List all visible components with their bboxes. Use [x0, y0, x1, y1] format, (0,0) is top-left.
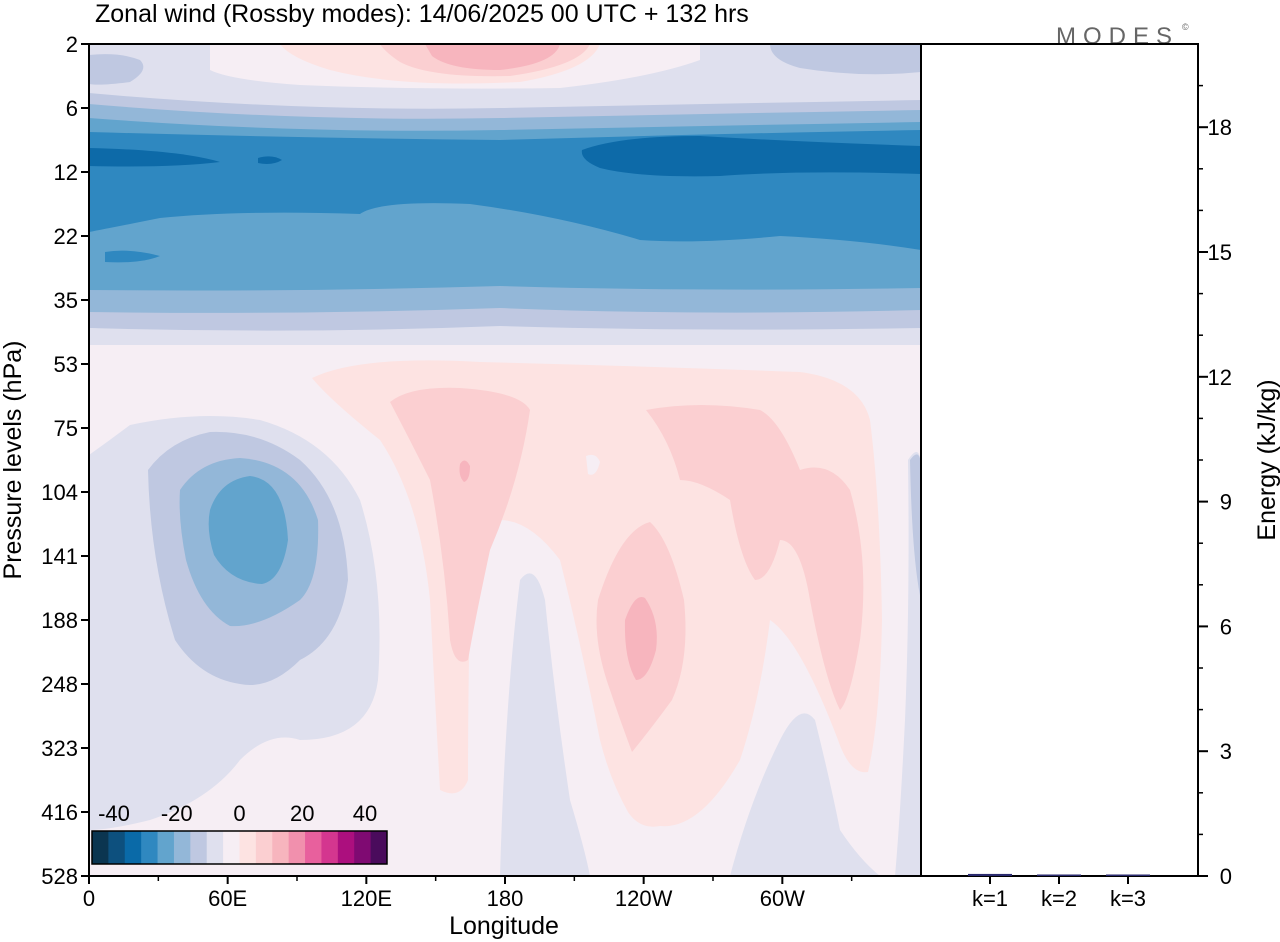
energy-tick-label: 9 [1220, 490, 1232, 515]
modes-logo-mark: © [1182, 22, 1189, 32]
colorbar-label: 40 [353, 801, 377, 826]
energy-bar [1106, 874, 1150, 876]
contour-band-very-strong-easterly-right [581, 136, 921, 177]
longitude-tick-label: 180 [487, 886, 524, 911]
pressure-tick-label: 12 [54, 160, 78, 185]
pressure-tick-label: 35 [54, 288, 78, 313]
longitude-axis-label: Longitude [449, 912, 559, 940]
colorbar-frame [91, 830, 388, 865]
colorbar-swatch [223, 831, 240, 864]
pressure-tick-label: 528 [41, 864, 78, 889]
contour-band-lower-moderate-easterly [208, 476, 288, 584]
contour-band-very-strong-easterly-left [89, 148, 220, 167]
pressure-axis-label: Pressure levels (hPa) [0, 341, 27, 580]
longitude-tick-label: 60W [760, 886, 805, 911]
colorbar-swatch [288, 831, 306, 864]
longitude-tick-label: 120W [615, 886, 673, 911]
colorbar-swatch [124, 831, 142, 864]
longitude-tick-label: 0 [83, 886, 95, 911]
longitude-tick-label: 60E [208, 886, 247, 911]
energy-tick-label: 15 [1208, 240, 1232, 265]
colorbar-label: 20 [290, 801, 314, 826]
pressure-tick-label: 188 [41, 608, 78, 633]
pressure-tick-label: 248 [41, 672, 78, 697]
contour-band-moderate-easterly-inner [118, 231, 278, 251]
energy-axis: 0 3 6 9 12 15 18 [1198, 84, 1232, 889]
colorbar-swatch [206, 831, 224, 864]
contour-band-lower-easterly-central [500, 573, 590, 876]
colorbar-swatch [305, 831, 322, 864]
colorbar-label: 0 [233, 801, 245, 826]
chart-title: Zonal wind (Rossby modes): 14/06/2025 00… [95, 0, 749, 28]
contour-band-westerly-gap [586, 454, 600, 475]
contour-band-lower-moderate-westerly-spot [459, 460, 470, 482]
energy-tick-label: 3 [1220, 739, 1232, 764]
colorbar-swatch [173, 831, 191, 864]
contour-band-top-right-easterly [770, 44, 921, 75]
colorbar-swatch [190, 831, 208, 864]
zonal-wind-contours [89, 44, 921, 876]
pressure-tick-label: 6 [66, 96, 78, 121]
contour-band-lower-moderate-westerly-center [624, 596, 657, 680]
longitude-tick-label: 120E [341, 886, 392, 911]
energy-category-label: k=3 [1110, 886, 1146, 911]
energy-category-label: k=2 [1041, 886, 1077, 911]
colorbar-label: -20 [161, 801, 193, 826]
pressure-tick-label: 22 [54, 224, 78, 249]
colorbar-swatch [239, 831, 257, 864]
energy-bars: k=1 k=2 k=3 [968, 873, 1150, 911]
pressure-tick-label: 323 [41, 736, 78, 761]
pressure-axis: 2 6 12 22 35 53 75 104 141 188 248 323 416 528 [41, 32, 89, 889]
colorbar-swatch [92, 831, 109, 864]
contour-band-easterly-edge-right [910, 454, 921, 600]
contour-band-lower-weak-westerly-left [390, 387, 530, 662]
colorbar-swatch [272, 831, 290, 864]
contour-band-lower-easterly-edge [895, 452, 921, 876]
pressure-tick-label: 141 [41, 544, 78, 569]
contour-band-light-easterly-lower [89, 328, 921, 345]
contour-band-very-strong-easterly-spot [258, 156, 282, 164]
colorbar-label: -40 [98, 801, 130, 826]
colorbar-swatch [108, 831, 126, 864]
energy-panel-frame [921, 43, 1199, 876]
energy-tick-label: 18 [1208, 115, 1232, 140]
colorbar-swatch [354, 831, 372, 864]
colorbar-swatch [141, 831, 159, 864]
energy-bar [1037, 874, 1081, 876]
energy-tick-label: 0 [1220, 864, 1232, 889]
pressure-tick-label: 53 [54, 352, 78, 377]
energy-category-label: k=1 [972, 886, 1008, 911]
pressure-tick-label: 416 [41, 800, 78, 825]
longitude-axis: 0 60E 120E 180 120W 60W [83, 876, 853, 911]
pressure-tick-label: 75 [54, 416, 78, 441]
colorbar-swatch [337, 831, 355, 864]
colorbar-swatch [321, 831, 339, 864]
pressure-tick-label: 2 [66, 32, 78, 57]
modes-logo: MODES [1056, 23, 1179, 50]
contour-band-top-moderate-westerly [425, 44, 560, 70]
energy-bar [968, 873, 1012, 876]
contour-band-lower-easterly-right [730, 713, 880, 876]
energy-tick-label: 12 [1208, 365, 1232, 390]
energy-tick-label: 6 [1220, 614, 1232, 639]
colorbar-swatch [255, 831, 273, 864]
colorbar: -40 -20 0 20 40 [91, 801, 388, 865]
contour-band-strong-easterly-lower-left [105, 250, 160, 263]
contour-band-top-left-easterly [89, 54, 144, 85]
pressure-tick-label: 104 [41, 480, 78, 505]
colorbar-swatch [157, 831, 175, 864]
contour-band-lower-weak-westerly-right [646, 405, 864, 710]
colorbar-swatch [370, 831, 388, 864]
energy-axis-label: Energy (kJ/kg) [1253, 379, 1280, 540]
